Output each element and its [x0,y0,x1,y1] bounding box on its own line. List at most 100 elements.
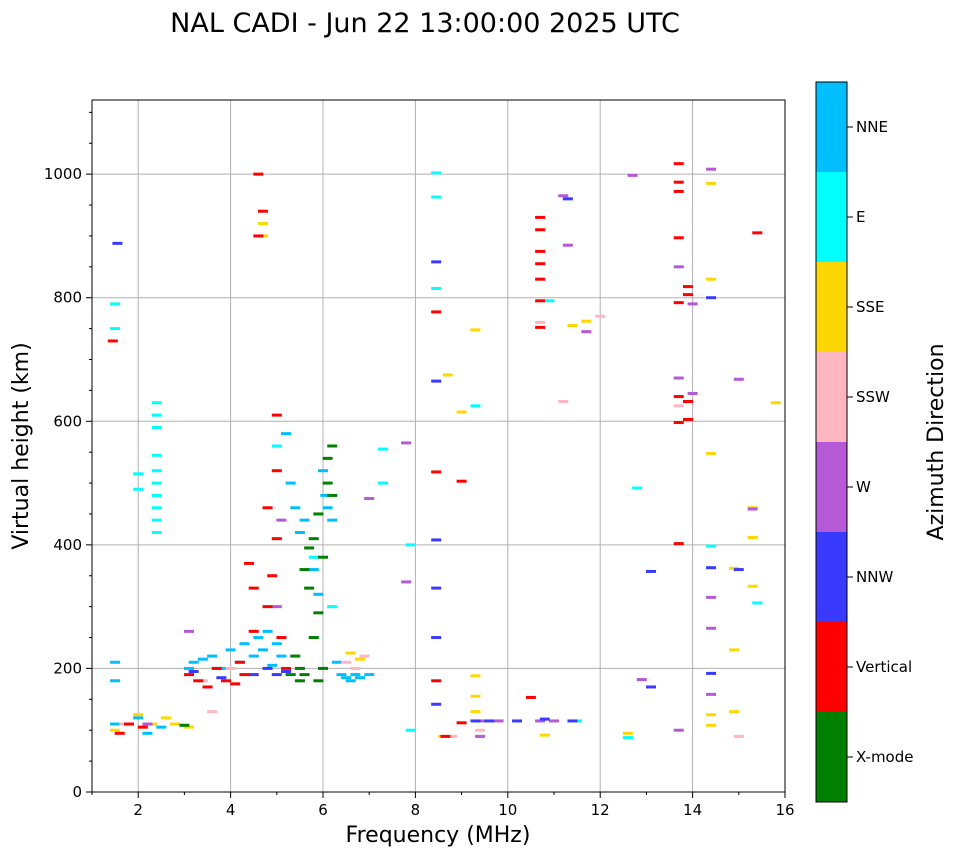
data-point [431,636,442,640]
colorbar-tick-label: NNW [856,568,893,586]
data-point [729,710,740,714]
data-point [151,453,162,457]
data-point [281,432,292,436]
data-point [239,642,250,646]
data-point [267,574,278,578]
data-point [706,296,717,300]
data-point [673,301,684,305]
plot-frame [91,99,786,793]
data-point [447,734,458,738]
data-point [562,197,573,201]
data-point [364,497,375,501]
data-point [133,713,144,717]
data-point [211,666,222,670]
data-point [202,685,213,689]
data-point [299,568,310,572]
data-point [170,722,181,726]
data-point [706,595,717,599]
colorbar-label: Azimuth Direction [924,343,949,540]
data-point [184,629,195,633]
data-point [673,542,684,546]
data-point [294,679,305,683]
data-point [151,469,162,473]
data-point [535,320,546,324]
data-point [354,657,365,661]
data-point [308,555,319,559]
data-point [327,493,338,497]
data-point [770,401,781,405]
data-point [431,586,442,590]
y-tick-label: 800 [53,289,82,307]
data-point [294,666,305,670]
data-point [262,506,273,510]
data-point [525,695,536,699]
data-point [470,328,481,332]
data-point [114,731,125,735]
data-point [354,676,365,680]
colorbar-segment [816,712,847,802]
data-point [257,648,268,652]
data-point [151,401,162,405]
data-point [267,663,278,667]
data-point [682,400,693,404]
data-point [318,555,328,559]
data-point [123,722,134,726]
data-point [225,666,236,670]
data-point [470,719,481,723]
data-point [151,481,162,485]
data-point [747,535,758,539]
data-point [304,546,315,550]
data-point [313,611,324,615]
data-point [456,479,467,483]
data-point [142,731,153,735]
data-point [304,586,315,590]
data-point [133,487,144,491]
data-point [151,425,162,429]
data-point [431,260,442,264]
y-tick-label: 0 [72,783,82,801]
data-point [440,734,451,738]
data-point [622,731,633,735]
data-point [535,325,546,329]
data-point [253,234,264,238]
data-point [484,719,495,723]
x-tick-label: 6 [318,801,328,819]
colorbar-frame [815,81,848,803]
x-tick-label: 2 [133,801,143,819]
data-point [706,277,717,281]
data-point [345,651,356,655]
data-point [331,660,342,664]
x-tick-label: 14 [683,801,702,819]
data-point [470,694,481,698]
data-point [752,231,763,235]
data-point [378,447,389,451]
y-axis-ticks: 0 200 400 600 800 1000 [44,111,92,801]
data-point [160,716,171,720]
data-point [405,728,416,732]
data-point [299,673,310,677]
data-point [107,339,118,343]
data-point [401,580,412,584]
data-point [475,728,486,732]
colorbar-segment [816,622,847,712]
series-nne [110,432,375,735]
data-point [539,733,550,737]
data-point [110,679,121,683]
data-point [431,679,442,683]
data-point [549,719,559,723]
data-point [336,673,347,677]
data-point [733,734,744,738]
y-tick-label: 1000 [44,165,82,183]
data-point [544,299,555,303]
data-point [359,654,370,658]
data-point [706,544,717,548]
colorbar-tick-label: SSE [856,298,885,316]
data-point [322,481,333,485]
colorbar: X-mode Vertical NNW W SSW SSE E NNE [815,81,913,803]
data-point [290,654,301,658]
data-point [110,302,121,306]
data-point [313,592,324,596]
data-point [431,310,442,314]
data-point [276,518,287,522]
data-point [248,629,259,633]
